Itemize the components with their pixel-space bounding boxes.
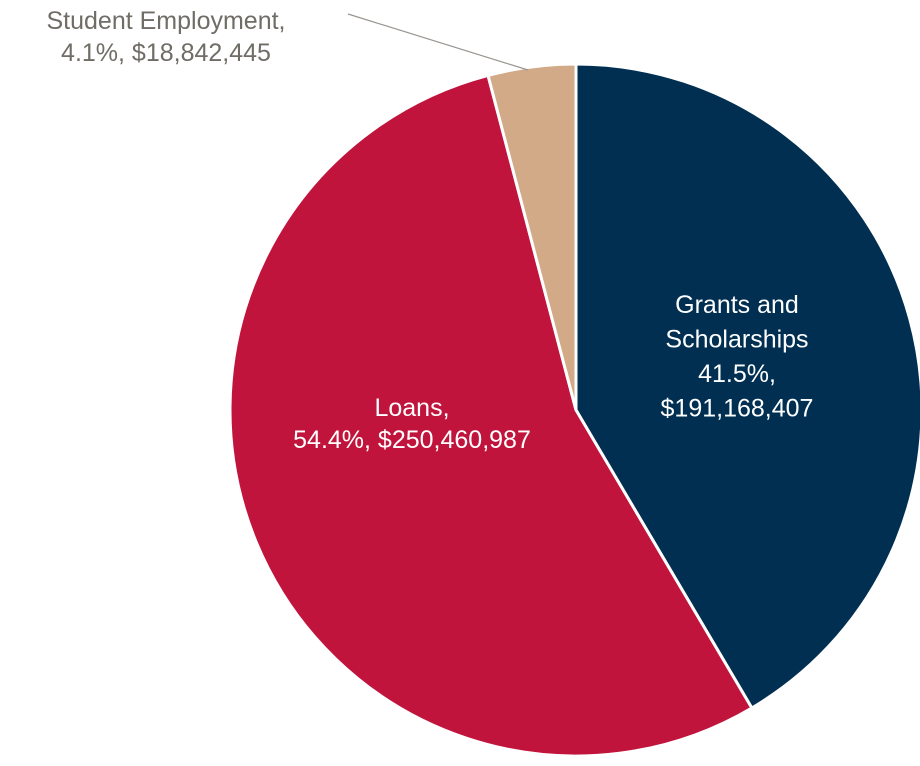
slice-label-loans: Loans, 54.4%, $250,460,987 — [293, 394, 531, 454]
pie-slices — [228, 62, 920, 758]
pie-slice-grants-and-scholarships — [574, 62, 920, 710]
slice-label-line: 4.1%, $18,842,445 — [61, 39, 271, 67]
slice-label-line: Student Employment, — [46, 7, 285, 35]
slice-label-line: 54.4%, $250,460,987 — [293, 426, 531, 454]
slice-label-line: $191,168,407 — [661, 395, 814, 423]
slice-label-grants-and-scholarships: Grants and Scholarships 41.5%, $191,168,407 — [661, 291, 814, 423]
slice-label-line: Scholarships — [665, 326, 808, 354]
leader-line — [347, 13, 529, 71]
slice-label-line: Grants and — [675, 291, 799, 319]
pie-labels: Grants and Scholarships 41.5%, $191,168,407… — [46, 7, 813, 454]
slice-label-student-employment: Student Employment, 4.1%, $18,842,445 — [46, 7, 285, 67]
pie-slice-student-employment — [486, 62, 578, 412]
slice-label-line: 41.5%, — [698, 360, 776, 388]
slice-label-line: Loans, — [374, 394, 449, 422]
pie-slice-loans — [228, 73, 754, 758]
